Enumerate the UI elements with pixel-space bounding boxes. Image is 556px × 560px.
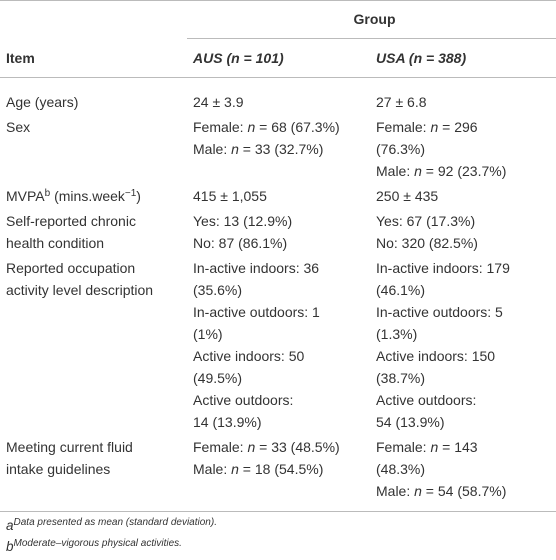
- column-header: AUS (n = 101): [187, 38, 370, 78]
- value-cell: In-active indoors: 36 (35.6%) In-active ou…: [187, 257, 370, 436]
- cell-line: Female: n = 68 (67.3%): [193, 119, 340, 135]
- cell-line: 250 ± 435: [376, 188, 439, 204]
- cell-line: Active indoors: 150: [376, 348, 496, 364]
- value-cell: Yes: 67 (17.3%) No: 320 (82.5%): [370, 210, 556, 257]
- value-cell: 250 ± 435: [370, 185, 556, 210]
- item-superscript: b: [44, 188, 51, 199]
- item-text: health condition: [6, 235, 105, 251]
- table-row: Self-reported chronic health condition Yes…: [0, 210, 556, 257]
- item-text: activity level description: [6, 282, 154, 298]
- cell-line: Female: n = 296: [376, 119, 478, 135]
- cell-line: 14 (13.9%): [193, 414, 262, 430]
- item-cell: Self-reported chronic health condition: [0, 210, 187, 257]
- cell-line: Male: n = 33 (32.7%): [193, 141, 324, 157]
- item-cell: Reported occupation activity level descri…: [0, 257, 187, 436]
- cell-line: Male: n = 54 (58.7%): [376, 483, 507, 499]
- item-cell: MVPAb (mins.week−1): [0, 185, 187, 210]
- table-row: Meeting current fluid intake guidelines Fe…: [0, 436, 556, 512]
- value-cell: Female: n = 33 (48.5%) Male: n = 18 (54.5…: [187, 436, 370, 512]
- cell-line: In-active indoors: 36: [193, 260, 320, 276]
- cell-line: In-active outdoors: 5: [376, 304, 503, 320]
- cell-line: Male: n = 92 (23.7%): [376, 163, 507, 179]
- cell-line: 415 ± 1,055: [193, 188, 267, 204]
- line: intake guidelines: [6, 458, 187, 480]
- footnote-text: b: [6, 539, 14, 554]
- item-text: Meeting current fluid: [6, 439, 133, 455]
- value-cell: 415 ± 1,055: [187, 185, 370, 210]
- item-text: intake guidelines: [6, 461, 111, 477]
- item-cell: Sex: [0, 116, 187, 185]
- column-header: USA (n = 388): [370, 38, 556, 78]
- group-header: Group: [187, 0, 556, 39]
- cell-line: (49.5%): [193, 370, 243, 386]
- value-cell: 27 ± 6.8: [370, 78, 556, 117]
- cell-line: Female: n = 143: [376, 439, 478, 455]
- cell-line: 54 (13.9%): [376, 414, 445, 430]
- line: Reported occupation: [6, 257, 187, 279]
- cell-line: (76.3%): [376, 141, 426, 157]
- cell-line: Active indoors: 50: [193, 348, 305, 364]
- cell-line: Male: n = 18 (54.5%): [193, 461, 324, 477]
- table-row: MVPAb (mins.week−1) 415 ± 1,055 250 ± 435: [0, 185, 556, 210]
- item-cell: Age (years): [0, 78, 187, 117]
- footnote-text: a: [6, 518, 14, 533]
- item-text: Reported occupation: [6, 260, 136, 276]
- cell-line: (46.1%): [376, 282, 426, 298]
- line: Age (years): [6, 91, 187, 113]
- cell-line: In-active outdoors: 1: [193, 304, 320, 320]
- value-cell: In-active indoors: 179 (46.1%) In-active o…: [370, 257, 556, 436]
- value-cell: 24 ± 3.9: [187, 78, 370, 117]
- line: MVPAb (mins.week−1): [6, 185, 187, 207]
- cell-line: (1%): [193, 326, 223, 342]
- item-header: Item: [0, 38, 187, 78]
- footnotes: aData presented as mean (standard deviat…: [6, 515, 217, 557]
- item-text: (mins.week: [50, 188, 125, 204]
- footnote: bModerate–vigorous physical activities.: [6, 536, 217, 557]
- item-text: Sex: [6, 119, 31, 135]
- item-cell: Meeting current fluid intake guidelines: [0, 436, 187, 512]
- line: Sex: [6, 116, 187, 138]
- footnote-superscript: Data presented as mean (standard deviati…: [13, 517, 217, 528]
- data-table: Group Item AUS (n = 101) USA (n = 388) A…: [0, 0, 556, 512]
- cell-line: No: 320 (82.5%): [376, 235, 478, 251]
- cell-line: Yes: 67 (17.3%): [376, 213, 476, 229]
- item-text: Self-reported chronic: [6, 213, 136, 229]
- item-text: Age (years): [6, 94, 79, 110]
- table-body: Age (years) 24 ± 3.9 27 ± 6.8 Sex Female: n …: [0, 78, 556, 512]
- item-text: ): [136, 188, 141, 204]
- cell-line: Active outdoors:: [193, 392, 294, 408]
- value-cell: Female: n = 68 (67.3%) Male: n = 33 (32.7…: [187, 116, 370, 185]
- footnote-superscript: Moderate–vigorous physical activities.: [13, 538, 182, 549]
- cell-line: (35.6%): [193, 282, 243, 298]
- value-cell: Female: n = 296 (76.3%) Male: n = 92 (23.7…: [370, 116, 556, 185]
- cell-line: Active outdoors:: [376, 392, 477, 408]
- cell-line: In-active indoors: 179: [376, 260, 510, 276]
- value-cell: Female: n = 143 (48.3%) Male: n = 54 (58.7…: [370, 436, 556, 512]
- line: Self-reported chronic: [6, 210, 187, 232]
- cell-line: (38.7%): [376, 370, 426, 386]
- line: activity level description: [6, 279, 187, 301]
- cell-line: 27 ± 6.8: [376, 94, 427, 110]
- cell-line: (48.3%): [376, 461, 426, 477]
- line: health condition: [6, 232, 187, 254]
- value-cell: Yes: 13 (12.9%) No: 87 (86.1%): [187, 210, 370, 257]
- table-row: Age (years) 24 ± 3.9 27 ± 6.8: [0, 78, 556, 117]
- cell-line: No: 87 (86.1%): [193, 235, 288, 251]
- cell-line: (1.3%): [376, 326, 418, 342]
- item-text: MVPA: [6, 188, 45, 204]
- cell-line: Female: n = 33 (48.5%): [193, 439, 340, 455]
- footnote: aData presented as mean (standard deviat…: [6, 515, 217, 536]
- table-row: Reported occupation activity level descri…: [0, 257, 556, 436]
- cell-line: 24 ± 3.9: [193, 94, 244, 110]
- table-row: Sex Female: n = 68 (67.3%) Male: n = 33 (3…: [0, 116, 556, 185]
- cell-line: Yes: 13 (12.9%): [193, 213, 293, 229]
- item-superscript: −1: [124, 188, 137, 199]
- line: Meeting current fluid: [6, 436, 187, 458]
- header-spacer: [0, 0, 187, 39]
